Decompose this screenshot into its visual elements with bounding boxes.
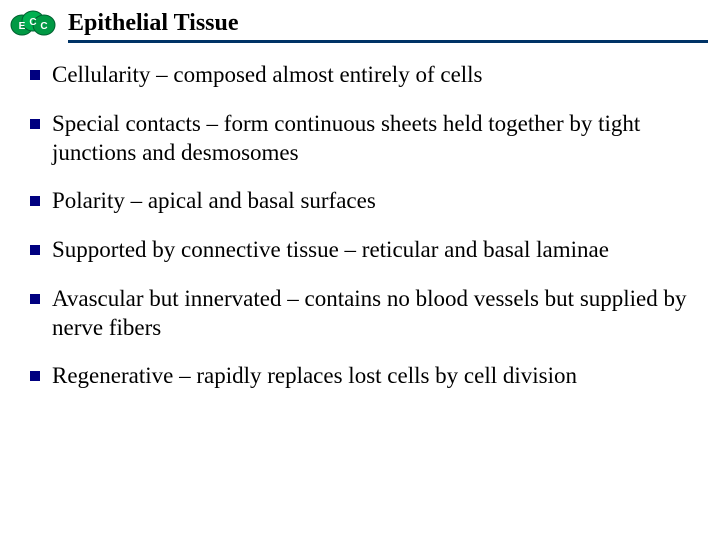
list-item-text: Avascular but innervated – contains no b… (52, 285, 700, 343)
square-bullet-icon (30, 245, 40, 255)
list-item: Polarity – apical and basal surfaces (30, 187, 700, 216)
slide-title: Epithelial Tissue (68, 10, 239, 37)
list-item-text: Special contacts – form continuous sheet… (52, 110, 700, 168)
list-item: Regenerative – rapidly replaces lost cel… (30, 362, 700, 391)
list-item-text: Cellularity – composed almost entirely o… (52, 61, 483, 90)
list-item: Special contacts – form continuous sheet… (30, 110, 700, 168)
list-item-text: Polarity – apical and basal surfaces (52, 187, 376, 216)
list-item: Avascular but innervated – contains no b… (30, 285, 700, 343)
square-bullet-icon (30, 371, 40, 381)
list-item: Cellularity – composed almost entirely o… (30, 61, 700, 90)
list-item: Supported by connective tissue – reticul… (30, 236, 700, 265)
svg-text:C: C (40, 21, 47, 32)
square-bullet-icon (30, 196, 40, 206)
square-bullet-icon (30, 294, 40, 304)
svg-text:E: E (19, 21, 26, 32)
list-item-text: Regenerative – rapidly replaces lost cel… (52, 362, 577, 391)
slide-body: Cellularity – composed almost entirely o… (0, 43, 720, 391)
slide-header: E C C Epithelial Tissue (0, 0, 720, 42)
list-item-text: Supported by connective tissue – reticul… (52, 236, 609, 265)
square-bullet-icon (30, 119, 40, 129)
ecc-logo: E C C (8, 7, 58, 39)
svg-text:C: C (29, 17, 36, 28)
square-bullet-icon (30, 70, 40, 80)
